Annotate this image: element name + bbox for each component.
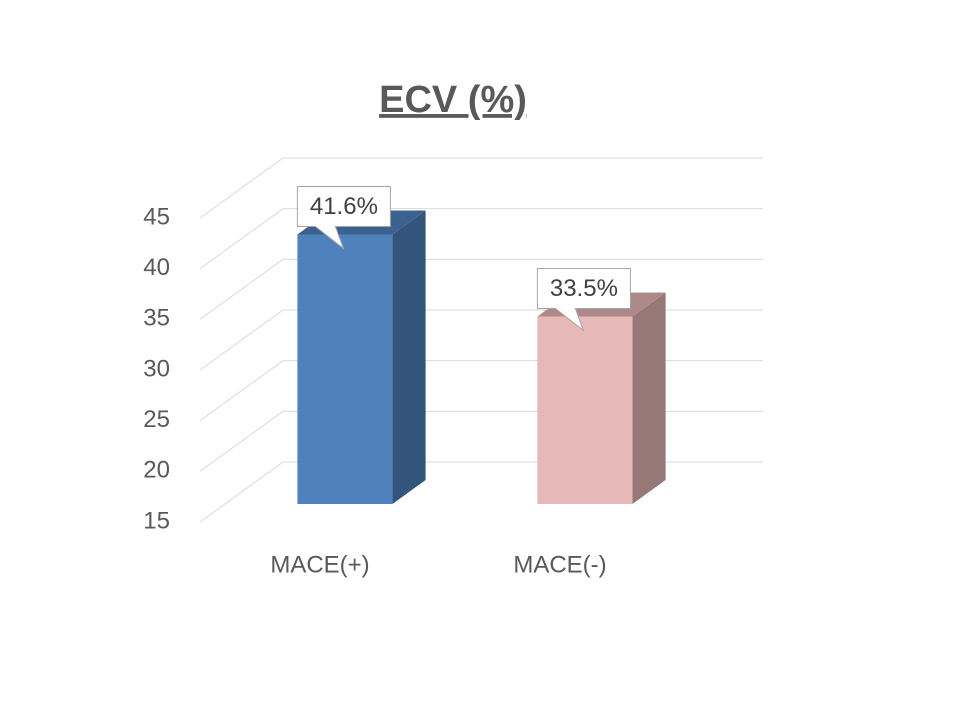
y-tick-label: 25: [143, 406, 170, 433]
grid-line: [199, 309, 284, 371]
value-label: 33.5%: [550, 275, 618, 302]
grid-line: [199, 410, 284, 472]
callout: [536, 268, 631, 333]
value-label: 41.6%: [310, 193, 378, 220]
y-tick-label: 20: [143, 457, 170, 484]
grid-line: [199, 208, 284, 270]
y-tick-label: 45: [143, 203, 170, 230]
bar: [537, 316, 633, 504]
y-tick-label: 30: [143, 355, 170, 382]
x-tick-label: MACE(-): [513, 551, 606, 578]
chart-title: ECV (%): [379, 79, 527, 121]
y-tick-label: 35: [143, 305, 170, 332]
y-tick-label: 15: [143, 507, 170, 534]
grid-line: [199, 360, 284, 422]
bar-side: [632, 292, 666, 504]
bar: [297, 234, 393, 504]
grid-line: [199, 258, 284, 320]
grid-line: [199, 157, 284, 219]
bar-side: [392, 210, 426, 504]
grid-line: [199, 461, 284, 523]
callout: [296, 185, 391, 250]
y-tick-label: 40: [143, 254, 170, 281]
x-tick-label: MACE(+): [270, 551, 369, 578]
